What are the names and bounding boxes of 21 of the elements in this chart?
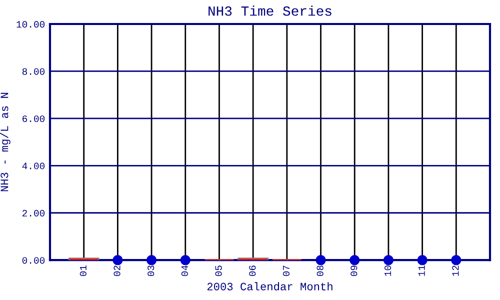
x-tick-label: 07: [282, 266, 290, 276]
chart-title: NH3 Time Series: [208, 6, 332, 16]
x-tick-label: 02: [114, 266, 120, 276]
x-tick-label: 01: [80, 265, 86, 276]
x-tick-label: 04: [181, 265, 188, 276]
x-tick-label: 06: [249, 266, 256, 276]
y-tick-label: 6.00: [22, 115, 45, 122]
x-tick-label: 05: [215, 266, 222, 276]
y-tick-label: 8.00: [22, 68, 45, 75]
y-tick-label: 0.00: [22, 257, 45, 264]
y-tick-label: 2.00: [22, 210, 45, 216]
x-axis-title: 2003 Calendar Month: [207, 282, 332, 290]
x-tick-label: 03: [148, 266, 154, 276]
y-tick-label: 4.00: [22, 162, 45, 170]
x-tick-label: 08: [316, 266, 324, 276]
x-tick-label: 10: [384, 266, 392, 276]
x-tick-label: 12: [452, 266, 459, 276]
x-tick-label: 11: [418, 265, 425, 276]
y-axis-title: NH3 - mg/L as N: [0, 92, 10, 192]
y-tick-label: 10.00: [16, 21, 45, 28]
x-tick-label: 09: [350, 266, 358, 276]
